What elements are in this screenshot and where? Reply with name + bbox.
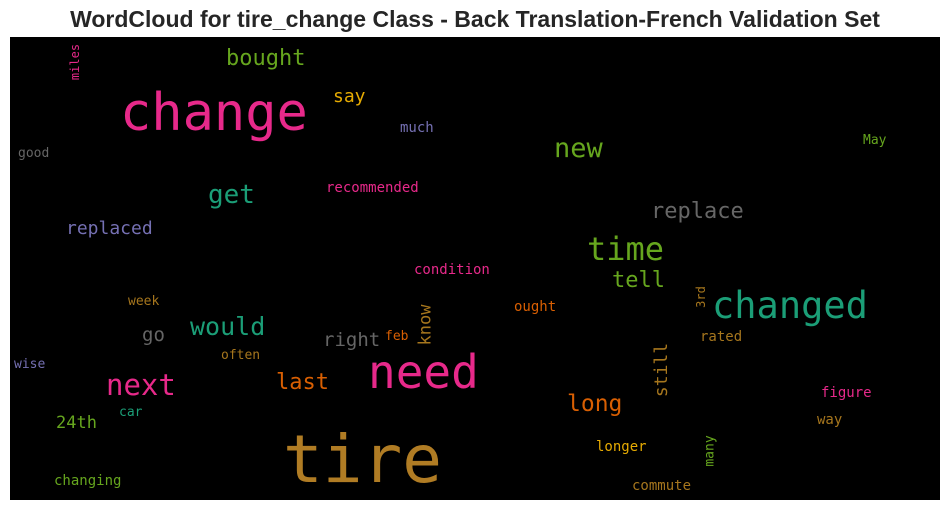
- word-ought: ought: [514, 299, 557, 315]
- word-way: way: [817, 412, 843, 428]
- word-rated: rated: [700, 329, 743, 345]
- word-go: go: [142, 324, 165, 346]
- word-long: long: [567, 391, 623, 417]
- word-may: May: [863, 133, 887, 148]
- word-changing: changing: [54, 473, 122, 489]
- word-next: next: [106, 368, 176, 402]
- word-changed: changed: [712, 284, 868, 327]
- word-replace: replace: [651, 199, 744, 224]
- word-need: need: [368, 345, 479, 399]
- word-many: many: [702, 435, 718, 467]
- word-bought: bought: [226, 46, 306, 71]
- word-get: get: [208, 180, 255, 210]
- word-right: right: [323, 329, 381, 351]
- word-car: car: [119, 405, 143, 420]
- word-tell: tell: [612, 268, 665, 293]
- word-recommended: recommended: [326, 180, 419, 196]
- word-time: time: [587, 230, 665, 268]
- word-tire: tire: [283, 421, 442, 498]
- word-say: say: [333, 86, 366, 107]
- word-would: would: [190, 312, 266, 341]
- word-3rd: 3rd: [694, 286, 708, 308]
- word-last: last: [276, 370, 329, 395]
- word-feb: feb: [385, 329, 409, 344]
- word-24th: 24th: [56, 413, 97, 433]
- wordcloud-canvas: tire change need changed time next new get would…: [10, 37, 940, 500]
- word-still: still: [651, 342, 672, 398]
- word-know: know: [415, 304, 436, 346]
- word-longer: longer: [596, 439, 647, 455]
- word-wise: wise: [14, 357, 46, 372]
- word-condition: condition: [414, 262, 490, 278]
- word-much: much: [400, 120, 434, 136]
- chart-title: WordCloud for tire_change Class - Back T…: [70, 6, 880, 32]
- word-replaced: replaced: [66, 218, 153, 239]
- word-figure: figure: [821, 385, 872, 401]
- word-commute: commute: [632, 478, 692, 494]
- word-new: new: [554, 133, 603, 164]
- word-week: week: [128, 294, 160, 309]
- word-miles: miles: [68, 43, 82, 81]
- word-change: change: [120, 83, 308, 143]
- word-often: often: [221, 348, 261, 363]
- word-good: good: [18, 146, 50, 161]
